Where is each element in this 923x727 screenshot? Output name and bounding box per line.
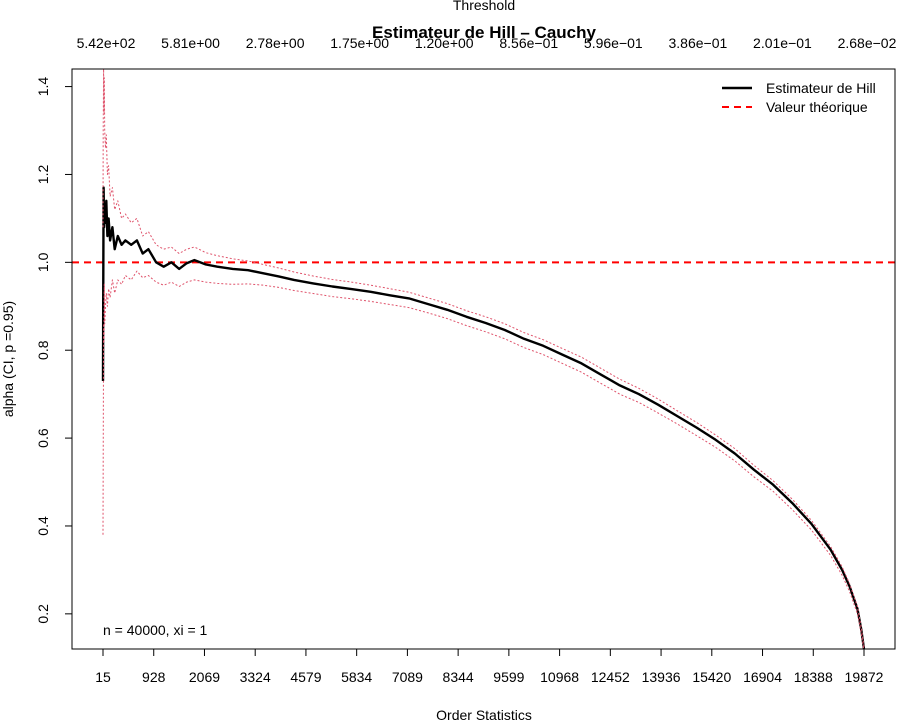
x-tick-label: 19872 [845, 669, 884, 685]
chart-title: Estimateur de Hill – Cauchy [372, 23, 596, 42]
x-tick-label: 3324 [240, 669, 271, 685]
y-tick-label: 1.4 [35, 77, 51, 97]
threshold-tick-label: 2.01e−01 [753, 35, 812, 51]
threshold-tick-label: 1.75e+00 [330, 35, 389, 51]
legend-label-hill: Estimateur de Hill [766, 80, 876, 96]
x-tick-label: 15420 [692, 669, 731, 685]
plot-frame [71, 68, 896, 650]
x-tick-label: 4579 [290, 669, 321, 685]
y-tick-label: 1.0 [35, 252, 51, 272]
threshold-tick-label: 8.56e−01 [499, 35, 558, 51]
legend: Estimateur de Hill Valeur théorique [722, 80, 876, 115]
y-tick-label: 1.2 [35, 165, 51, 185]
threshold-tick-label: 5.81e+00 [161, 35, 220, 51]
x-tick-label: 928 [142, 669, 166, 685]
threshold-tick-label: 3.86e−01 [668, 35, 727, 51]
y-axis-label: alpha (CI, p =0.95) [0, 301, 16, 417]
x-tick-label: 9599 [493, 669, 524, 685]
x-tick-label: 12452 [591, 669, 630, 685]
x-tick-label: 5834 [341, 669, 372, 685]
threshold-tick-label: 5.42e+02 [77, 35, 136, 51]
x-tick-label: 7089 [392, 669, 423, 685]
threshold-tick-label: 1.20e+00 [415, 35, 474, 51]
series-line-hill-estimator [101, 186, 866, 649]
threshold-tick-label: 2.68e−02 [838, 35, 897, 51]
x-axis-label: Order Statistics [436, 707, 532, 723]
plot-area [72, 69, 895, 649]
threshold-tick-label: 2.78e+00 [246, 35, 305, 51]
threshold-axis: 5.42e+02 5.81e+00 2.78e+00 1.75e+00 1.20e+00… [77, 35, 897, 51]
legend-label-theoretical: Valeur théorique [766, 99, 868, 115]
x-tick-label: 8344 [443, 669, 474, 685]
order-statistics-axis: 15 928 2069 3324 4579 5834 7089 8344 9599 10968 12… [95, 649, 884, 685]
alpha-axis: 0.2 0.4 0.6 0.8 1.0 1.2 1.4 [35, 77, 72, 624]
y-tick-label: 0.4 [35, 516, 51, 536]
x-tick-label: 13936 [642, 669, 681, 685]
series-line-ci-upper [102, 69, 865, 647]
y-tick-label: 0.6 [35, 428, 51, 448]
x-tick-label: 2069 [189, 669, 220, 685]
x-tick-label: 10968 [540, 669, 579, 685]
x-tick-label: 15 [95, 669, 111, 685]
x-tick-label: 16904 [743, 669, 782, 685]
threshold-tick-label: 5.96e−01 [584, 35, 643, 51]
top-axis-label: Threshold [453, 0, 515, 13]
x-tick-label: 18388 [794, 669, 833, 685]
y-tick-label: 0.8 [35, 340, 51, 360]
chart-annotation: n = 40000, xi = 1 [103, 622, 208, 638]
y-tick-label: 0.2 [35, 604, 51, 624]
